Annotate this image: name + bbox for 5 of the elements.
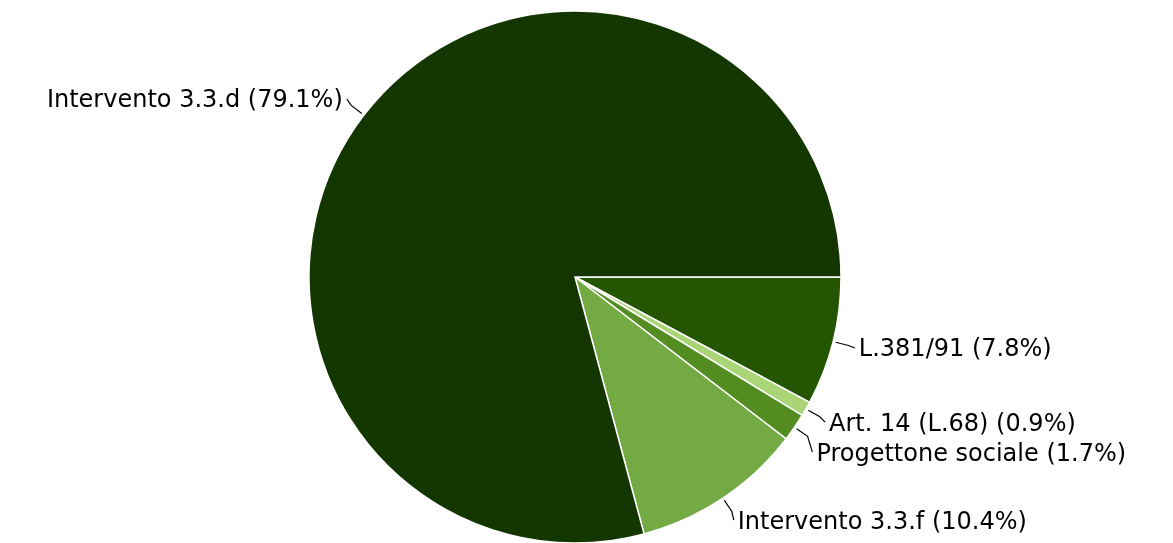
slice-label: Art. 14 (L.68) (0.9%) — [829, 408, 1076, 437]
slice-label: Intervento 3.3.d (79.1%) — [46, 85, 343, 114]
slice-label: L.381/91 (7.8%) — [858, 334, 1052, 363]
slice-label: Progettone sociale (1.7%) — [816, 438, 1127, 467]
slice-label: Intervento 3.3.f (10.4%) — [737, 506, 1027, 535]
